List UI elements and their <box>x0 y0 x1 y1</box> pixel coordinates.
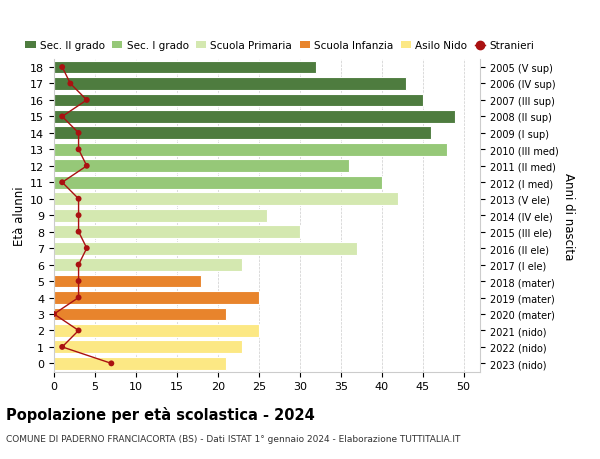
Point <box>74 327 83 335</box>
Bar <box>54 62 316 74</box>
Bar <box>54 275 202 288</box>
Point <box>74 294 83 302</box>
Point <box>58 113 67 121</box>
Bar <box>54 226 300 239</box>
Point <box>74 196 83 203</box>
Bar <box>54 144 447 157</box>
Bar <box>54 258 242 271</box>
Point <box>49 311 59 318</box>
Point <box>74 130 83 137</box>
Bar <box>54 291 259 304</box>
Point <box>58 343 67 351</box>
Point <box>82 245 92 252</box>
Bar <box>54 209 267 222</box>
Point <box>65 81 75 88</box>
Y-axis label: Età alunni: Età alunni <box>13 186 26 246</box>
Legend: Sec. II grado, Sec. I grado, Scuola Primaria, Scuola Infanzia, Asilo Nido, Stran: Sec. II grado, Sec. I grado, Scuola Prim… <box>25 41 534 51</box>
Bar <box>54 78 406 91</box>
Bar <box>54 111 455 123</box>
Bar <box>54 176 382 189</box>
Bar <box>54 242 357 255</box>
Text: COMUNE DI PADERNO FRANCIACORTA (BS) - Dati ISTAT 1° gennaio 2024 - Elaborazione : COMUNE DI PADERNO FRANCIACORTA (BS) - Da… <box>6 434 460 443</box>
Bar <box>54 308 226 321</box>
Bar <box>54 127 431 140</box>
Point <box>58 179 67 186</box>
Bar <box>54 341 242 353</box>
Bar <box>54 325 259 337</box>
Point <box>82 97 92 104</box>
Point <box>74 261 83 269</box>
Point <box>74 229 83 236</box>
Point <box>58 64 67 72</box>
Bar <box>54 357 226 370</box>
Bar <box>54 193 398 206</box>
Point <box>74 146 83 154</box>
Bar <box>54 95 422 107</box>
Point <box>74 212 83 219</box>
Point <box>82 163 92 170</box>
Point <box>107 360 116 367</box>
Bar <box>54 160 349 173</box>
Y-axis label: Anni di nascita: Anni di nascita <box>562 172 575 259</box>
Text: Popolazione per età scolastica - 2024: Popolazione per età scolastica - 2024 <box>6 406 315 422</box>
Point <box>74 278 83 285</box>
